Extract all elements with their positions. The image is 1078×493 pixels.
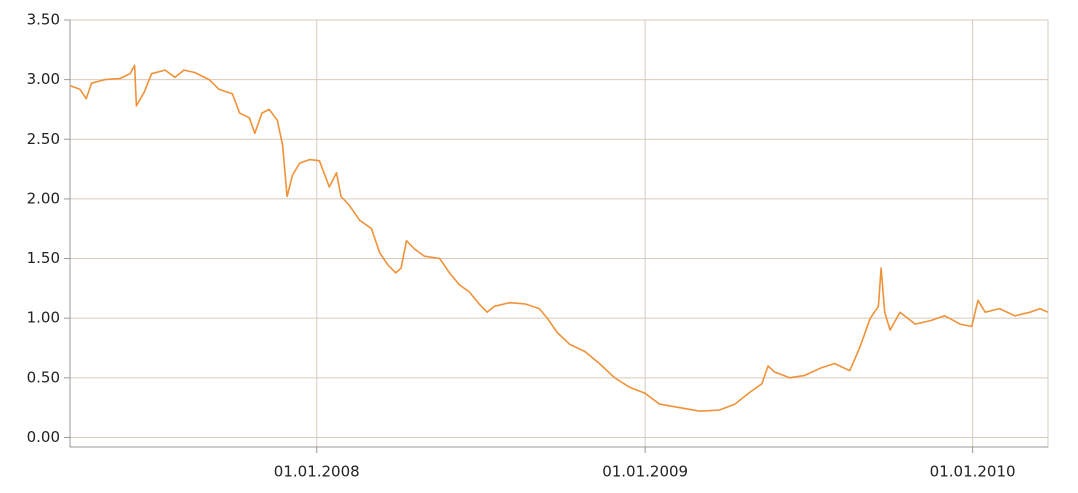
- y-tick-label: 0.00: [27, 428, 60, 446]
- y-tick-label: 3.00: [27, 70, 60, 88]
- data-line: [69, 64, 1049, 412]
- x-tick-label: 01.01.2008: [274, 463, 360, 481]
- y-tick-label: 0.50: [27, 368, 60, 386]
- plot-border: [69, 19, 1049, 448]
- y-tick-label: 2.00: [27, 189, 60, 207]
- x-tick-label: 01.01.2010: [930, 463, 1016, 481]
- y-tick-label: 1.00: [27, 309, 60, 327]
- y-tick-label: 2.50: [27, 130, 60, 148]
- x-tick-label: 01.01.2009: [602, 463, 688, 481]
- y-tick-label: 3.50: [27, 11, 60, 29]
- y-tick-label: 1.50: [27, 249, 60, 267]
